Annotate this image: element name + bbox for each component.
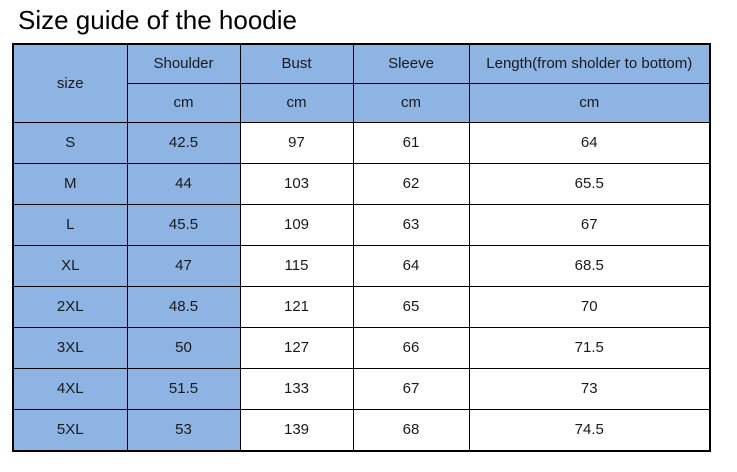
- sleeve-cell: 61: [352, 121, 470, 164]
- unit-cell-shoulder: cm: [126, 82, 241, 123]
- size-cell: L: [12, 203, 128, 246]
- header-cell-size: size: [12, 43, 128, 123]
- sleeve-cell: 64: [352, 244, 470, 287]
- page-title: Size guide of the hoodie: [18, 5, 297, 35]
- length-cell: 68.5: [468, 244, 711, 287]
- table-row-s: S 42.5 97 61 64: [12, 121, 711, 164]
- shoulder-cell: 51.5: [126, 367, 241, 410]
- shoulder-cell: 42.5: [126, 121, 241, 164]
- bust-cell: 121: [239, 285, 354, 328]
- table-row-4xl: 4XL 51.5 133 67 73: [12, 367, 711, 410]
- unit-cell-sleeve: cm: [352, 82, 470, 123]
- table-row-xl: XL 47 115 64 68.5: [12, 244, 711, 287]
- table-row-l: L 45.5 109 63 67: [12, 203, 711, 246]
- size-cell: 2XL: [12, 285, 128, 328]
- size-cell: 3XL: [12, 326, 128, 369]
- shoulder-cell: 45.5: [126, 203, 241, 246]
- length-cell: 65.5: [468, 162, 711, 205]
- sleeve-cell: 62: [352, 162, 470, 205]
- table-row-m: M 44 103 62 65.5: [12, 162, 711, 205]
- unit-cell-bust: cm: [239, 82, 354, 123]
- shoulder-cell: 44: [126, 162, 241, 205]
- table-row-2xl: 2XL 48.5 121 65 70: [12, 285, 711, 328]
- length-cell: 74.5: [468, 408, 711, 451]
- unit-cell-length: cm: [468, 82, 711, 123]
- bust-cell: 133: [239, 367, 354, 410]
- bust-cell: 103: [239, 162, 354, 205]
- bust-cell: 97: [239, 121, 354, 164]
- header-row-labels: size Shoulder Bust Sleeve Length(from sh…: [12, 43, 711, 123]
- length-cell: 67: [468, 203, 711, 246]
- shoulder-cell: 53: [126, 408, 241, 451]
- sleeve-cell: 67: [352, 367, 470, 410]
- bust-cell: 109: [239, 203, 354, 246]
- bust-cell: 139: [239, 408, 354, 451]
- header-cell-sleeve: Sleeve: [352, 43, 470, 84]
- length-cell: 64: [468, 121, 711, 164]
- size-cell: 4XL: [12, 367, 128, 410]
- shoulder-cell: 50: [126, 326, 241, 369]
- sleeve-cell: 65: [352, 285, 470, 328]
- length-cell: 73: [468, 367, 711, 410]
- sleeve-cell: 63: [352, 203, 470, 246]
- size-guide-table: size Shoulder Bust Sleeve Length(from sh…: [12, 42, 711, 452]
- length-cell: 70: [468, 285, 711, 328]
- shoulder-cell: 47: [126, 244, 241, 287]
- header-row-units: cm cm cm cm: [13, 82, 711, 123]
- size-cell: 5XL: [12, 408, 128, 451]
- bust-cell: 115: [239, 244, 354, 287]
- length-cell: 71.5: [468, 326, 711, 369]
- size-cell: M: [12, 162, 128, 205]
- size-cell: XL: [12, 244, 128, 287]
- header-cell-bust: Bust: [239, 43, 354, 84]
- size-cell: S: [12, 121, 128, 164]
- shoulder-cell: 48.5: [126, 285, 241, 328]
- header-cell-shoulder: Shoulder: [126, 43, 241, 84]
- header-cell-length: Length(from sholder to bottom): [468, 43, 711, 84]
- sleeve-cell: 68: [352, 408, 470, 451]
- bust-cell: 127: [239, 326, 354, 369]
- table-row-5xl: 5XL 53 139 68 74.5: [12, 408, 711, 451]
- sleeve-cell: 66: [352, 326, 470, 369]
- table-row-3xl: 3XL 50 127 66 71.5: [12, 326, 711, 369]
